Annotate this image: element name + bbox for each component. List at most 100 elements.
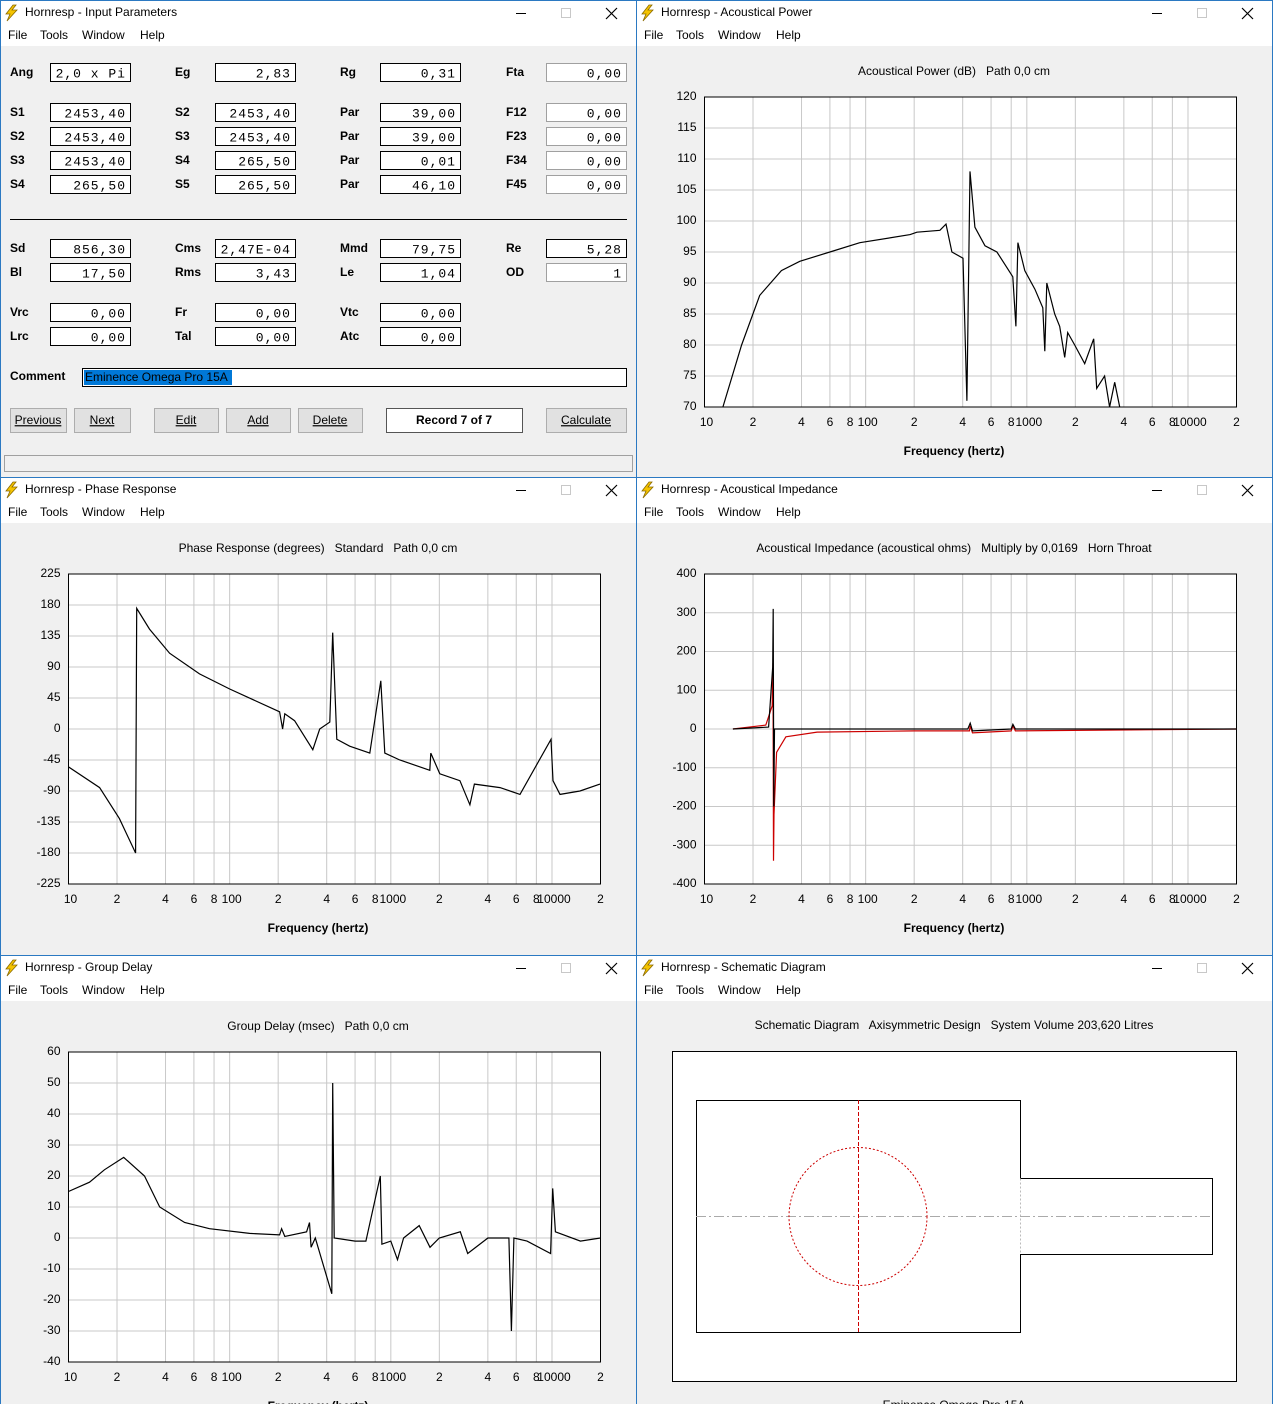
menu-item[interactable]: Help	[140, 505, 165, 519]
x-tick-label: 2	[114, 892, 121, 906]
field-box[interactable]	[50, 175, 131, 194]
menu-item[interactable]: Tools	[40, 28, 68, 42]
menu-item[interactable]: Tools	[676, 983, 704, 997]
x-tick-label: 2	[911, 892, 918, 906]
field-box[interactable]	[215, 175, 296, 194]
field-box[interactable]	[50, 127, 131, 146]
y-tick-label: 0	[690, 721, 697, 735]
y-tick-label: -400	[672, 876, 696, 890]
field-box[interactable]	[215, 303, 296, 322]
menu-item[interactable]: Window	[82, 983, 125, 997]
field-box[interactable]	[546, 263, 627, 282]
field-box[interactable]	[546, 151, 627, 170]
button[interactable]	[154, 408, 219, 433]
field-value: 0,00	[587, 106, 622, 121]
chart-title: Schematic Diagram Axisymmetric Design Sy…	[755, 1018, 1154, 1032]
x-tick-label: 10000	[537, 892, 571, 906]
menu-bar	[637, 24, 1272, 46]
maximize-button	[1197, 485, 1207, 495]
menu-item[interactable]: Tools	[676, 505, 704, 519]
y-tick-label: 10	[47, 1199, 61, 1213]
field-box[interactable]	[215, 327, 296, 346]
button[interactable]	[298, 408, 363, 433]
x-tick-label: 2	[597, 1370, 604, 1384]
menu-item[interactable]: Help	[776, 505, 801, 519]
menu-item[interactable]: Window	[82, 28, 125, 42]
field-box[interactable]	[380, 127, 461, 146]
field-box[interactable]	[50, 303, 131, 322]
menu-item[interactable]: Tools	[40, 983, 68, 997]
x-tick-label: 4	[323, 892, 330, 906]
field-value: 39,00	[412, 106, 456, 121]
field-box[interactable]	[215, 127, 296, 146]
menu-item[interactable]: Help	[140, 983, 165, 997]
menu-item[interactable]: Help	[140, 28, 165, 42]
y-tick-label: 0	[54, 721, 61, 735]
field-box[interactable]	[50, 63, 131, 82]
button[interactable]	[226, 408, 291, 433]
y-tick-label: 90	[683, 275, 697, 289]
menu-item[interactable]: File	[8, 28, 28, 42]
y-tick-label: 40	[47, 1106, 61, 1120]
field-box[interactable]	[215, 239, 296, 258]
field-label: S5	[175, 177, 190, 191]
close-button[interactable]	[605, 7, 618, 20]
menu-item[interactable]: File	[644, 505, 664, 519]
menu-item[interactable]: Tools	[40, 505, 68, 519]
field-box[interactable]	[380, 303, 461, 322]
menu-item[interactable]: Help	[776, 28, 801, 42]
y-tick-label: 75	[683, 368, 697, 382]
menu-item[interactable]: Window	[718, 983, 761, 997]
field-box[interactable]	[380, 63, 461, 82]
menu-item[interactable]: Help	[776, 983, 801, 997]
x-tick-label: 6	[513, 892, 520, 906]
field-box[interactable]	[546, 175, 627, 194]
menu-item[interactable]: File	[8, 505, 28, 519]
field-box[interactable]	[215, 151, 296, 170]
field-box[interactable]	[380, 263, 461, 282]
menu-item[interactable]: Window	[718, 505, 761, 519]
field-value: 265,50	[238, 154, 291, 169]
close-button[interactable]	[1241, 7, 1254, 20]
field-value: 1	[613, 266, 622, 281]
close-button[interactable]	[1241, 484, 1254, 497]
close-button[interactable]	[1241, 962, 1254, 975]
field-box[interactable]	[546, 103, 627, 122]
field-box[interactable]	[380, 175, 461, 194]
field-box[interactable]	[546, 63, 627, 82]
field-box[interactable]	[50, 151, 131, 170]
x-tick-label: 4	[798, 415, 805, 429]
button[interactable]	[10, 408, 67, 433]
menu-item[interactable]: File	[644, 983, 664, 997]
field-box[interactable]	[380, 327, 461, 346]
field-box[interactable]	[50, 327, 131, 346]
field-box[interactable]	[546, 127, 627, 146]
button[interactable]	[546, 408, 627, 433]
y-tick-label: 90	[47, 659, 61, 673]
field-box[interactable]	[215, 263, 296, 282]
x-tick-label: 10000	[537, 1370, 571, 1384]
y-tick-label: -30	[43, 1323, 61, 1337]
close-button[interactable]	[605, 484, 618, 497]
menu-item[interactable]: Window	[82, 505, 125, 519]
field-box[interactable]	[380, 103, 461, 122]
field-box[interactable]	[546, 239, 627, 258]
field-label: Fr	[175, 305, 187, 319]
field-box[interactable]	[380, 151, 461, 170]
field-box[interactable]	[50, 103, 131, 122]
field-box[interactable]	[50, 239, 131, 258]
close-button[interactable]	[605, 962, 618, 975]
menu-item[interactable]: File	[644, 28, 664, 42]
field-box[interactable]	[215, 103, 296, 122]
field-box[interactable]	[50, 263, 131, 282]
field-box[interactable]	[380, 239, 461, 258]
field-value: 2453,40	[64, 130, 126, 145]
x-tick-label: 8	[1169, 415, 1176, 429]
field-box[interactable]	[215, 63, 296, 82]
menu-item[interactable]: File	[8, 983, 28, 997]
menu-item[interactable]: Window	[718, 28, 761, 42]
button-label: Previous	[15, 413, 62, 427]
menu-item[interactable]: Tools	[676, 28, 704, 42]
field-label: F45	[506, 177, 527, 191]
